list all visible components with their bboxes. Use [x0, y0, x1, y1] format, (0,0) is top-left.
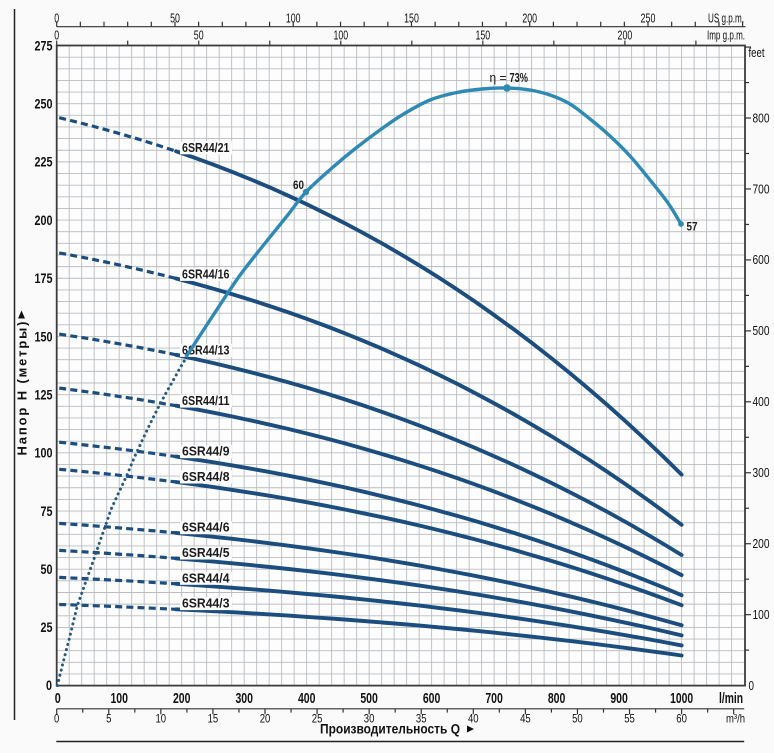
svg-text:60: 60	[293, 178, 304, 192]
svg-text:10: 10	[156, 712, 167, 726]
svg-text:200: 200	[522, 11, 537, 25]
svg-text:0: 0	[54, 29, 59, 43]
svg-text:0: 0	[749, 679, 755, 693]
svg-text:6SR44/9: 6SR44/9	[182, 445, 230, 459]
svg-text:45: 45	[520, 712, 531, 726]
svg-text:Производительность Q: Производительность Q	[320, 721, 460, 737]
svg-text:400: 400	[753, 395, 770, 409]
svg-text:50: 50	[41, 562, 53, 577]
svg-text:225: 225	[35, 155, 53, 170]
svg-text:700: 700	[485, 690, 503, 707]
svg-text:100: 100	[333, 29, 348, 43]
svg-text:η =: η =	[490, 71, 507, 85]
svg-text:275: 275	[35, 38, 53, 53]
svg-text:800: 800	[753, 111, 770, 125]
svg-text:200: 200	[35, 213, 53, 228]
svg-text:100: 100	[110, 690, 128, 707]
svg-text:25: 25	[312, 712, 323, 726]
svg-text:40: 40	[468, 712, 479, 726]
svg-text:125: 125	[35, 387, 53, 402]
svg-text:1000: 1000	[670, 690, 693, 707]
svg-text:150: 150	[475, 29, 490, 43]
svg-text:900: 900	[610, 690, 628, 707]
svg-text:Imp g.p.m.: Imp g.p.m.	[707, 29, 745, 43]
svg-text:6SR44/8: 6SR44/8	[182, 470, 230, 484]
svg-text:m³/h: m³/h	[726, 712, 745, 726]
svg-text:73%: 73%	[510, 71, 529, 85]
svg-text:700: 700	[753, 182, 770, 196]
svg-text:300: 300	[235, 690, 253, 707]
svg-text:6SR44/3: 6SR44/3	[182, 597, 230, 611]
svg-text:400: 400	[298, 690, 316, 707]
svg-text:175: 175	[35, 271, 53, 286]
svg-text:300: 300	[753, 466, 770, 480]
svg-text:50: 50	[572, 712, 583, 726]
svg-text:57: 57	[687, 220, 698, 234]
svg-text:200: 200	[173, 690, 191, 707]
svg-text:30: 30	[364, 712, 375, 726]
svg-text:feet: feet	[749, 46, 765, 60]
svg-text:0: 0	[55, 690, 61, 707]
svg-text:0: 0	[54, 712, 60, 726]
svg-text:75: 75	[41, 504, 53, 519]
svg-text:500: 500	[360, 690, 378, 707]
svg-text:200: 200	[753, 537, 770, 551]
svg-text:5: 5	[106, 712, 112, 726]
svg-text:50: 50	[194, 29, 204, 43]
svg-text:6SR44/16: 6SR44/16	[182, 267, 230, 281]
svg-text:250: 250	[35, 97, 53, 112]
svg-text:600: 600	[753, 253, 770, 267]
svg-text:100: 100	[286, 11, 301, 25]
svg-text:35: 35	[416, 712, 427, 726]
svg-text:0: 0	[54, 11, 59, 25]
svg-text:500: 500	[753, 324, 770, 338]
svg-text:250: 250	[641, 11, 656, 25]
svg-text:l/min: l/min	[719, 690, 743, 707]
svg-text:200: 200	[618, 29, 633, 43]
svg-text:800: 800	[548, 690, 566, 707]
svg-text:6SR44/6: 6SR44/6	[182, 521, 230, 535]
svg-text:100: 100	[753, 608, 770, 622]
svg-text:Напор H (метры): Напор H (метры)	[15, 322, 30, 456]
svg-text:6SR44/5: 6SR44/5	[182, 546, 230, 560]
svg-text:6SR44/4: 6SR44/4	[182, 571, 230, 585]
svg-text:6SR44/11: 6SR44/11	[182, 394, 230, 408]
svg-text:150: 150	[35, 329, 53, 344]
svg-text:600: 600	[423, 690, 441, 707]
svg-text:55: 55	[624, 712, 635, 726]
svg-text:US g.p.m.: US g.p.m.	[708, 11, 744, 25]
svg-text:0: 0	[46, 678, 52, 693]
svg-text:6SR44/21: 6SR44/21	[182, 141, 230, 155]
svg-text:50: 50	[170, 11, 180, 25]
svg-text:150: 150	[404, 11, 419, 25]
svg-text:25: 25	[41, 620, 53, 635]
svg-text:100: 100	[35, 446, 53, 461]
svg-text:60: 60	[676, 712, 687, 726]
svg-text:20: 20	[260, 712, 271, 726]
svg-text:15: 15	[208, 712, 219, 726]
